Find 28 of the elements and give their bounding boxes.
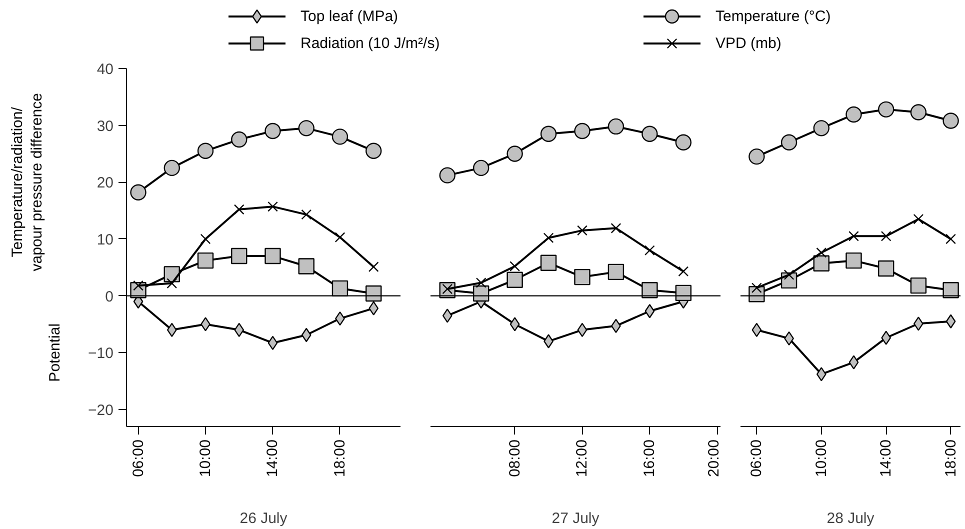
x-tick-label: 20:00	[706, 439, 722, 478]
x-tick-label: 10:00	[197, 439, 214, 478]
x-tick-label: 06:00	[748, 439, 766, 478]
y-tick-label: 40	[96, 61, 114, 78]
legend-label: Temperature (°C)	[716, 8, 831, 25]
x-tick-label: 12:00	[574, 439, 591, 478]
x-axis-title: 27 July	[552, 510, 600, 528]
y-axis-title: Temperature/radiation/ vapour pressure difference	[8, 93, 46, 272]
text: Potential	[46, 323, 64, 382]
y-tick-label: 10	[96, 231, 114, 248]
x-tick-label: 06:00	[130, 439, 147, 478]
legend-label: VPD (mb)	[716, 35, 782, 52]
y-tick-label: −20	[88, 402, 114, 419]
x-tick-label: 08:00	[506, 439, 524, 478]
y-tick-label: 20	[96, 174, 114, 192]
x-tick-label: 10:00	[812, 439, 830, 478]
x-axis-title: 26 July	[240, 510, 288, 528]
x-tick-label: 14:00	[264, 439, 282, 478]
legend-label: Top leaf (MPa)	[300, 8, 398, 25]
x-tick-label: 16:00	[641, 439, 658, 478]
x-tick-label: 18:00	[331, 439, 348, 478]
y-tick-label: −10	[88, 345, 114, 362]
y-tick-label: 30	[96, 118, 114, 135]
x-tick-label: 18:00	[942, 439, 960, 478]
x-axis-title: 28 July	[826, 510, 875, 528]
x-tick-label: 14:00	[878, 439, 895, 478]
legend-label: Radiation (10 J/m²/s)	[300, 35, 440, 52]
y-tick-label: 0	[105, 288, 114, 306]
